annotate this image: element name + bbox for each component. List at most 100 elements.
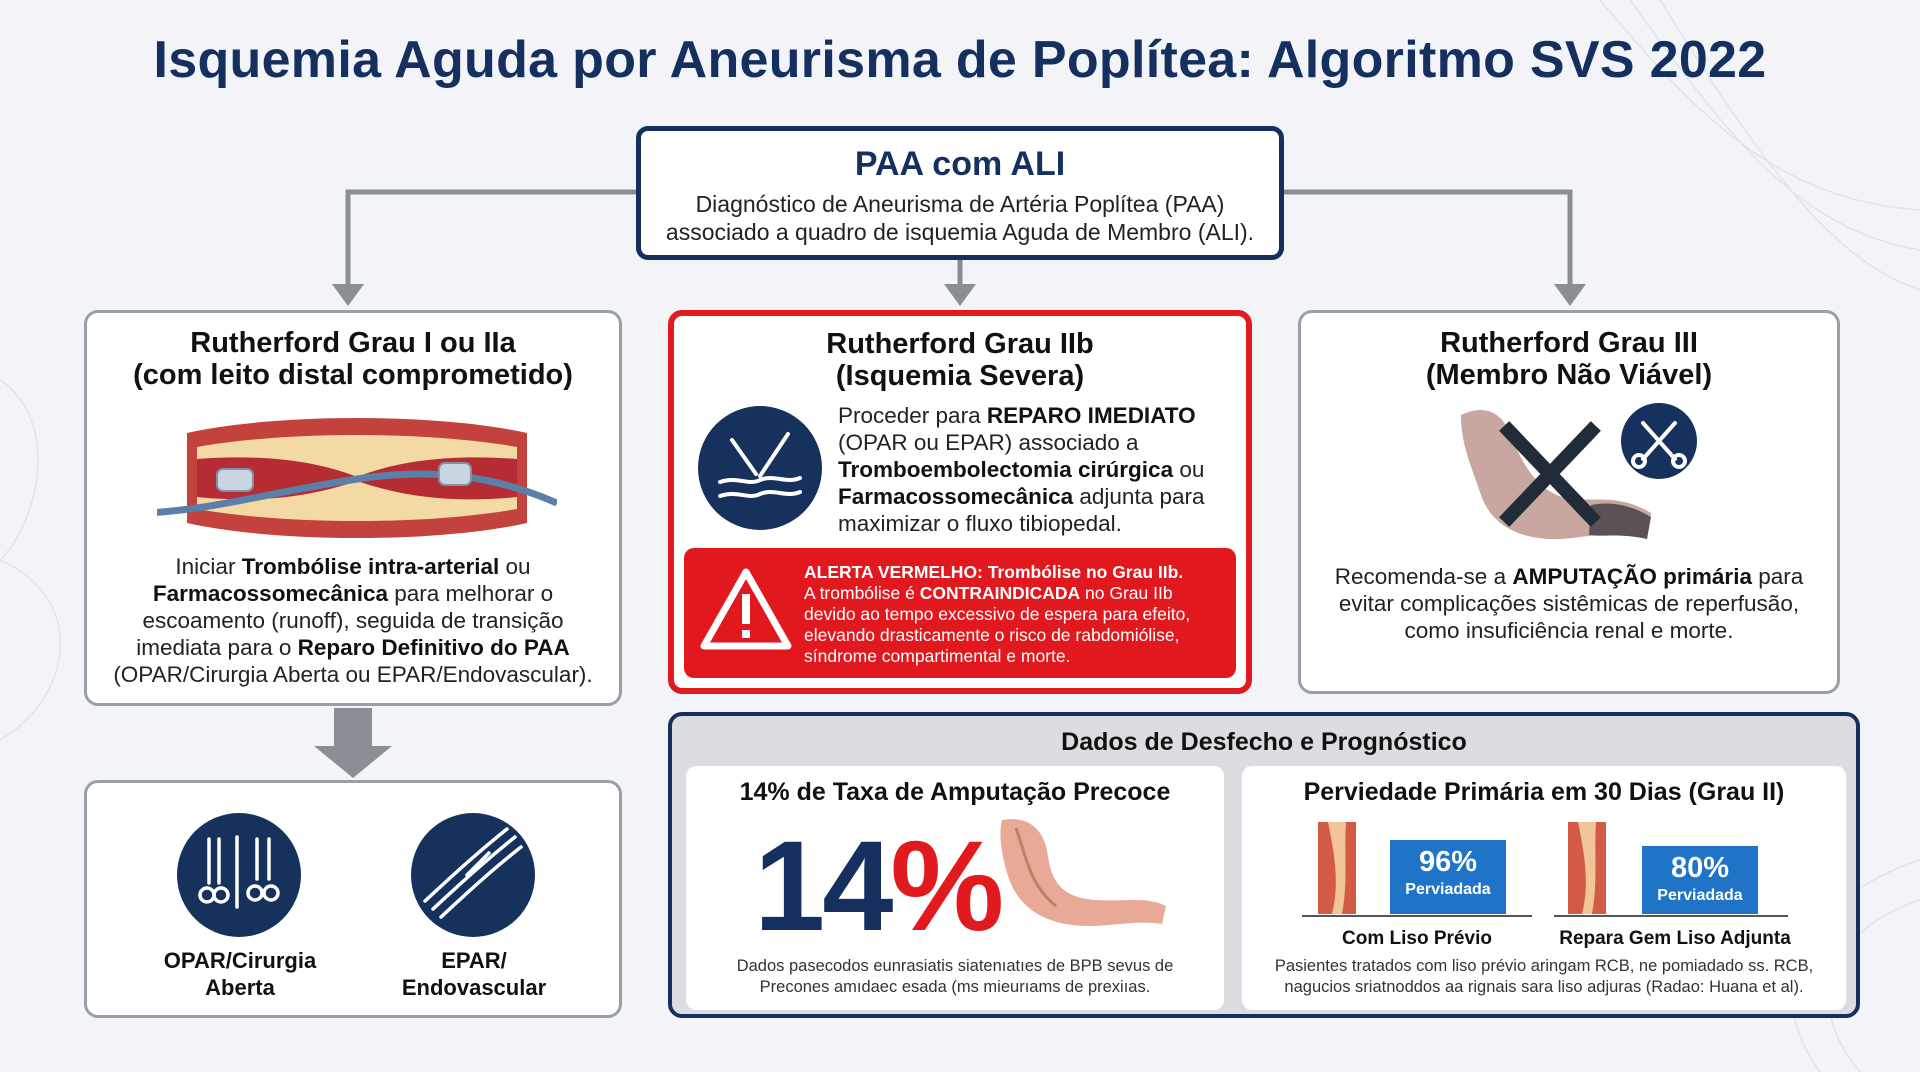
outcomes-panel: Dados de Desfecho e Prognóstico 14% de T… — [668, 712, 1860, 1018]
text-span: A trombólise é — [804, 583, 920, 603]
patency-card: Perviedade Primária em 30 Dias (Grau II)… — [1242, 766, 1846, 1010]
grade-iii-box: Rutherford Grau III (Membro Não Viável) … — [1298, 310, 1840, 694]
epar-label-line-1: EPAR/ — [441, 948, 507, 973]
grade-iib-title-line-2: (Isquemia Severa) — [835, 360, 1085, 392]
text-span: Recomenda-se a — [1334, 564, 1513, 589]
text-span: Proceder para — [838, 403, 987, 428]
vessel-icon-2 — [1568, 822, 1606, 914]
opar-label: OPAR/Cirurgia Aberta — [147, 947, 333, 1001]
red-alert-box: ALERTA VERMELHO: Trombólise no Grau IIb.… — [684, 548, 1236, 678]
baseline-2 — [1554, 915, 1788, 917]
patency-sub-label-2: Repara Gem Liso Adjunta — [1559, 928, 1791, 949]
baseline-1 — [1302, 915, 1532, 917]
opar-label-line-1: OPAR/Cirurgia — [163, 948, 317, 973]
vessel-icon-1 — [1318, 822, 1356, 914]
patency-card-title: Perviedade Primária em 30 Dias (Grau II) — [1303, 778, 1785, 806]
grade-i-iia-title: Rutherford Grau I ou IIa (com leito dist… — [87, 327, 619, 391]
grade-iib-text: Proceder para REPARO IMEDIATO (OPAR ou E… — [838, 402, 1238, 537]
surgical-instruments-icon — [177, 813, 301, 937]
down-arrow-shaft — [334, 708, 372, 748]
text-span: no Grau IIb — [1080, 583, 1173, 603]
text-bold: Farmacossomecânica — [152, 581, 389, 606]
epar-label-line-2: Endovascular — [401, 975, 547, 1000]
grade-i-iia-text: Iniciar Trombólise intra-arterial ou Far… — [97, 553, 609, 688]
text-line: Pasientes tratados com liso prévio aring… — [1274, 957, 1814, 975]
text-line: maximizar o fluxo tibiopedal. — [838, 511, 1122, 536]
alert-title: ALERTA VERMELHO: Trombólise no Grau IIb. — [804, 562, 1184, 582]
patency-stat-2-label: Perviadada — [1657, 887, 1743, 904]
text-line: escoamento (runoff), seguida de transiçã… — [142, 608, 564, 633]
amputation-card-title: 14% de Taxa de Amputação Precoce — [739, 778, 1171, 806]
text-line: (OPAR ou EPAR) associado a — [838, 430, 1139, 455]
text-span: ou — [1173, 457, 1205, 482]
epar-label: EPAR/ Endovascular — [381, 947, 567, 1001]
artery-catheter-icon — [157, 418, 557, 538]
text-span: imediata para o — [136, 635, 298, 660]
scissors-icon — [1621, 403, 1697, 479]
text-bold: REPARO IMEDIATO — [986, 403, 1196, 428]
patency-stat-1-label: Perviadada — [1405, 881, 1491, 898]
alert-text: ALERTA VERMELHO: Trombólise no Grau IIb.… — [804, 562, 1214, 667]
text-bold: AMPUTAÇÃO primária — [1512, 564, 1752, 589]
text-bold: Trombólise intra-arterial — [241, 554, 500, 579]
grade-iii-title-line-2: (Membro Não Viável) — [1425, 359, 1713, 391]
grade-i-iia-box: Rutherford Grau I ou IIa (com leito dist… — [84, 310, 622, 706]
arrowhead-right — [1554, 284, 1586, 306]
opar-label-line-2: Aberta — [205, 975, 275, 1000]
text-bold: Farmacossomecânica — [838, 484, 1074, 509]
text-span: para — [1751, 564, 1804, 589]
text-span: adjunta para — [1073, 484, 1205, 509]
endovascular-stent-icon — [411, 813, 535, 937]
grade-iib-box: Rutherford Grau IIb (Isquemia Severa) Pr… — [668, 310, 1252, 694]
patency-stat-1: 96% Perviadada — [1390, 840, 1506, 914]
grade-iib-title: Rutherford Grau IIb (Isquemia Severa) — [674, 328, 1246, 392]
text-line: Precones amıdaec esada (ms mieurıams de … — [759, 978, 1151, 996]
text-line: evitar complicações sistêmicas de reperf… — [1338, 591, 1800, 616]
text-line: (OPAR/Cirurgia Aberta ou EPAR/Endovascul… — [113, 662, 593, 687]
text-line: elevando drasticamente o risco de rabdom… — [804, 625, 1180, 645]
text-line: síndrome compartimental e morte. — [804, 646, 1071, 666]
text-line: como insuficiência renal e morte. — [1404, 618, 1734, 643]
text-span: para melhorar o — [388, 581, 554, 606]
text-line: nagucios sriatnoddos aa rignais sara lis… — [1284, 978, 1804, 996]
arrowhead-left — [332, 284, 364, 306]
text-span: Iniciar — [175, 554, 242, 579]
percentage-digits: 14 — [754, 815, 893, 958]
page-title: Isquemia Aguda por Aneurisma de Poplítea… — [153, 31, 1767, 89]
text-line: devido ao tempo excessivo de espera para… — [804, 604, 1191, 624]
arrowhead-middle — [944, 284, 976, 306]
repair-options-box: OPAR/Cirurgia Aberta EPAR/ Endovascular — [84, 780, 622, 1018]
amputation-percentage: 14% — [754, 822, 1004, 952]
arm-icon — [1000, 819, 1166, 926]
limb-amputation-icon — [1461, 409, 1651, 540]
connector-right — [1284, 189, 1573, 286]
grade-iii-text: Recomenda-se a AMPUTAÇÃO primária para e… — [1311, 563, 1827, 644]
grade-i-iia-title-line-1: Rutherford Grau I ou IIa — [190, 327, 516, 359]
patency-stat-2-value: 80% — [1670, 852, 1730, 884]
grade-i-iia-title-line-2: (com leito distal comprometido) — [133, 359, 573, 391]
text-line: Dados pasecodos eunrasiatis siatenıatıes… — [736, 957, 1174, 975]
patency-sub-label-1: Com Liso Prévio — [1342, 928, 1492, 949]
root-diagnosis-box: PAA com ALI Diagnóstico de Aneurisma de … — [636, 126, 1284, 260]
grade-iii-title-line-1: Rutherford Grau III — [1440, 327, 1698, 359]
text-bold: CONTRAINDICADA — [919, 583, 1081, 603]
text-span: ou — [499, 554, 531, 579]
patency-stat-1-value: 96% — [1418, 846, 1478, 878]
patency-note: Pasientes tratados com liso prévio aring… — [1250, 956, 1838, 998]
patency-stat-2: 80% Perviadada — [1642, 846, 1758, 914]
root-desc-line-1: Diagnóstico de Aneurisma de Artéria Popl… — [695, 191, 1225, 217]
grade-iii-title: Rutherford Grau III (Membro Não Viável) — [1301, 327, 1837, 391]
surgery-icon — [698, 406, 822, 530]
grade-iib-title-line-1: Rutherford Grau IIb — [826, 328, 1094, 360]
amputation-rate-card: 14% de Taxa de Amputação Precoce 14% Dad… — [686, 766, 1224, 1010]
root-title: PAA com ALI — [854, 145, 1066, 183]
text-bold: Reparo Definitivo do PAA — [297, 635, 570, 660]
outcomes-header: Dados de Desfecho e Prognóstico — [1061, 728, 1467, 756]
percentage-sign: % — [890, 815, 1004, 958]
root-desc-line-2: associado a quadro de isquemia Aguda de … — [665, 219, 1255, 245]
warning-icon — [700, 568, 792, 650]
down-arrow-head — [314, 746, 392, 778]
root-description: Diagnóstico de Aneurisma de Artéria Popl… — [641, 190, 1279, 246]
connector-left — [345, 189, 636, 286]
